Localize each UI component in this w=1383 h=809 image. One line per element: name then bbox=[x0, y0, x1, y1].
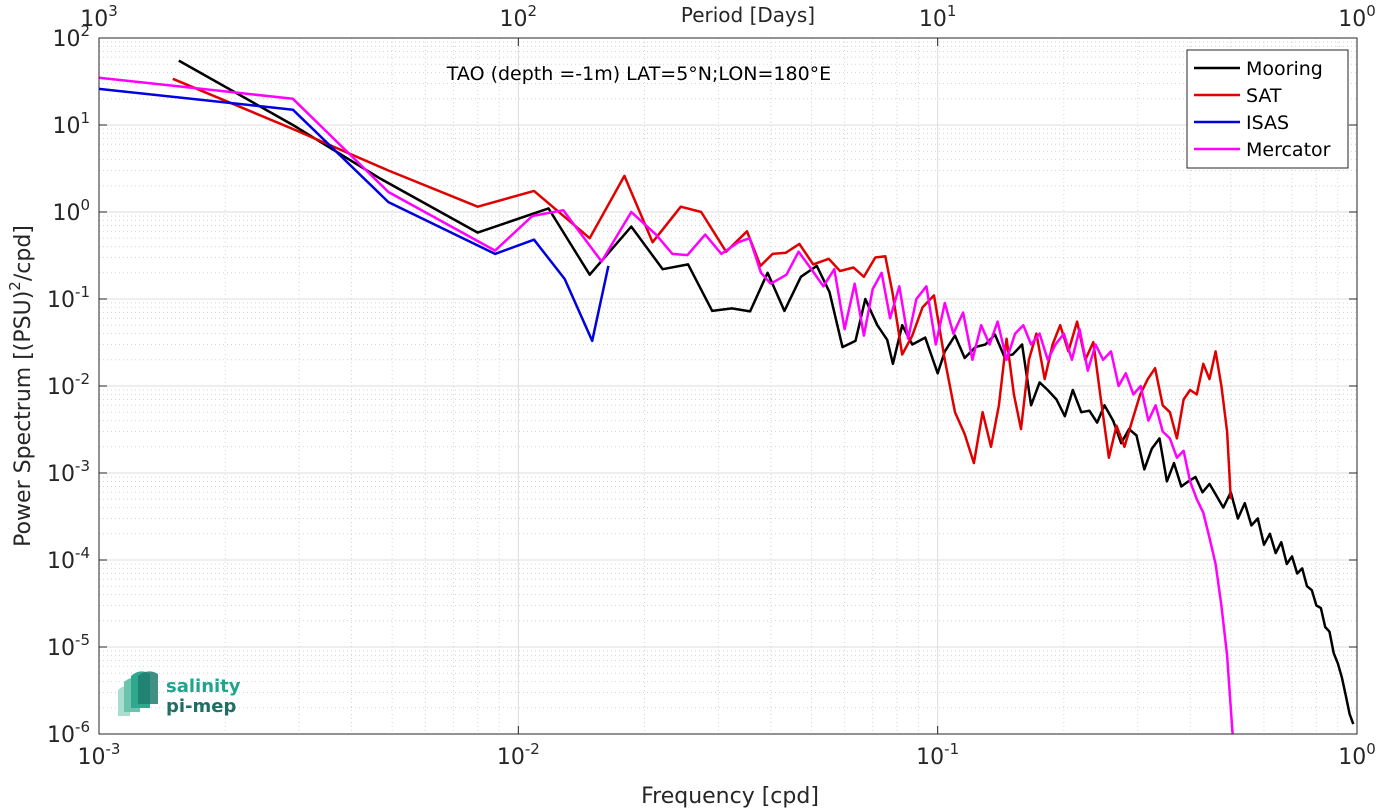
y-tick-label: 101 bbox=[52, 109, 90, 139]
series-line-sat bbox=[172, 77, 1233, 500]
logo-line-2: pi-mep bbox=[166, 696, 236, 717]
y-tick-label: 10-2 bbox=[47, 370, 90, 400]
y-axis-title-suffix: /cpd] bbox=[11, 225, 36, 281]
y-axis-title-main: Power Spectrum [(PSU) bbox=[11, 291, 36, 547]
top-axis-title: Period [Days] bbox=[681, 3, 815, 27]
y-tick-label: 10-4 bbox=[47, 544, 90, 574]
y-axis-title: Power Spectrum [(PSU)2/cpd] bbox=[6, 225, 36, 547]
top-tick-label: 100 bbox=[1338, 2, 1376, 32]
y-tick-label: 10-3 bbox=[47, 457, 90, 487]
y-tick-label: 10-1 bbox=[47, 283, 90, 313]
chart-annotation: TAO (depth =-1m) LAT=5°N;LON=180°E bbox=[446, 63, 831, 85]
x-tick-label: 10-1 bbox=[916, 740, 959, 770]
top-tick-label: 103 bbox=[80, 2, 118, 32]
logo-line-1: salinity bbox=[166, 676, 241, 697]
top-tick-labels: 103 102 101 100 bbox=[80, 2, 1376, 32]
legend-label-sat: SAT bbox=[1246, 85, 1282, 107]
top-tick-label: 101 bbox=[919, 2, 957, 32]
logo-mark-icon bbox=[118, 671, 158, 716]
y-tick-label: 100 bbox=[52, 196, 90, 226]
series-line-mooring bbox=[178, 59, 1355, 725]
series-layer bbox=[98, 59, 1355, 735]
legend-label-isas: ISAS bbox=[1246, 112, 1289, 134]
legend-entries: Mooring SAT ISAS Mercator bbox=[1194, 58, 1331, 161]
y-tick-label: 102 bbox=[52, 22, 90, 52]
axis-ticks bbox=[98, 37, 1358, 735]
x-axis-title: Frequency [cpd] bbox=[641, 784, 819, 809]
legend-label-mooring: Mooring bbox=[1246, 58, 1323, 80]
legend: Mooring SAT ISAS Mercator bbox=[1186, 49, 1349, 169]
top-tick-label: 102 bbox=[500, 2, 538, 32]
legend-label-mercator: Mercator bbox=[1246, 139, 1331, 161]
x-tick-label: 100 bbox=[1338, 740, 1376, 770]
x-tick-label: 10-2 bbox=[497, 740, 540, 770]
y-axis-title-exp: 2 bbox=[6, 281, 24, 291]
x-tick-label: 10-3 bbox=[78, 740, 121, 770]
y-tick-labels: 10-6 10-5 10-4 10-3 10-2 10-1 100 101 102 bbox=[47, 22, 90, 748]
series-line-mercator bbox=[98, 76, 1234, 735]
y-tick-label: 10-6 bbox=[47, 718, 90, 748]
salinity-pi-mep-logo: salinity pi-mep bbox=[118, 671, 241, 717]
series-line-isas bbox=[98, 87, 610, 343]
y-tick-label: 10-5 bbox=[47, 631, 90, 661]
x-tick-labels: 10-3 10-2 10-1 100 bbox=[78, 740, 1376, 770]
